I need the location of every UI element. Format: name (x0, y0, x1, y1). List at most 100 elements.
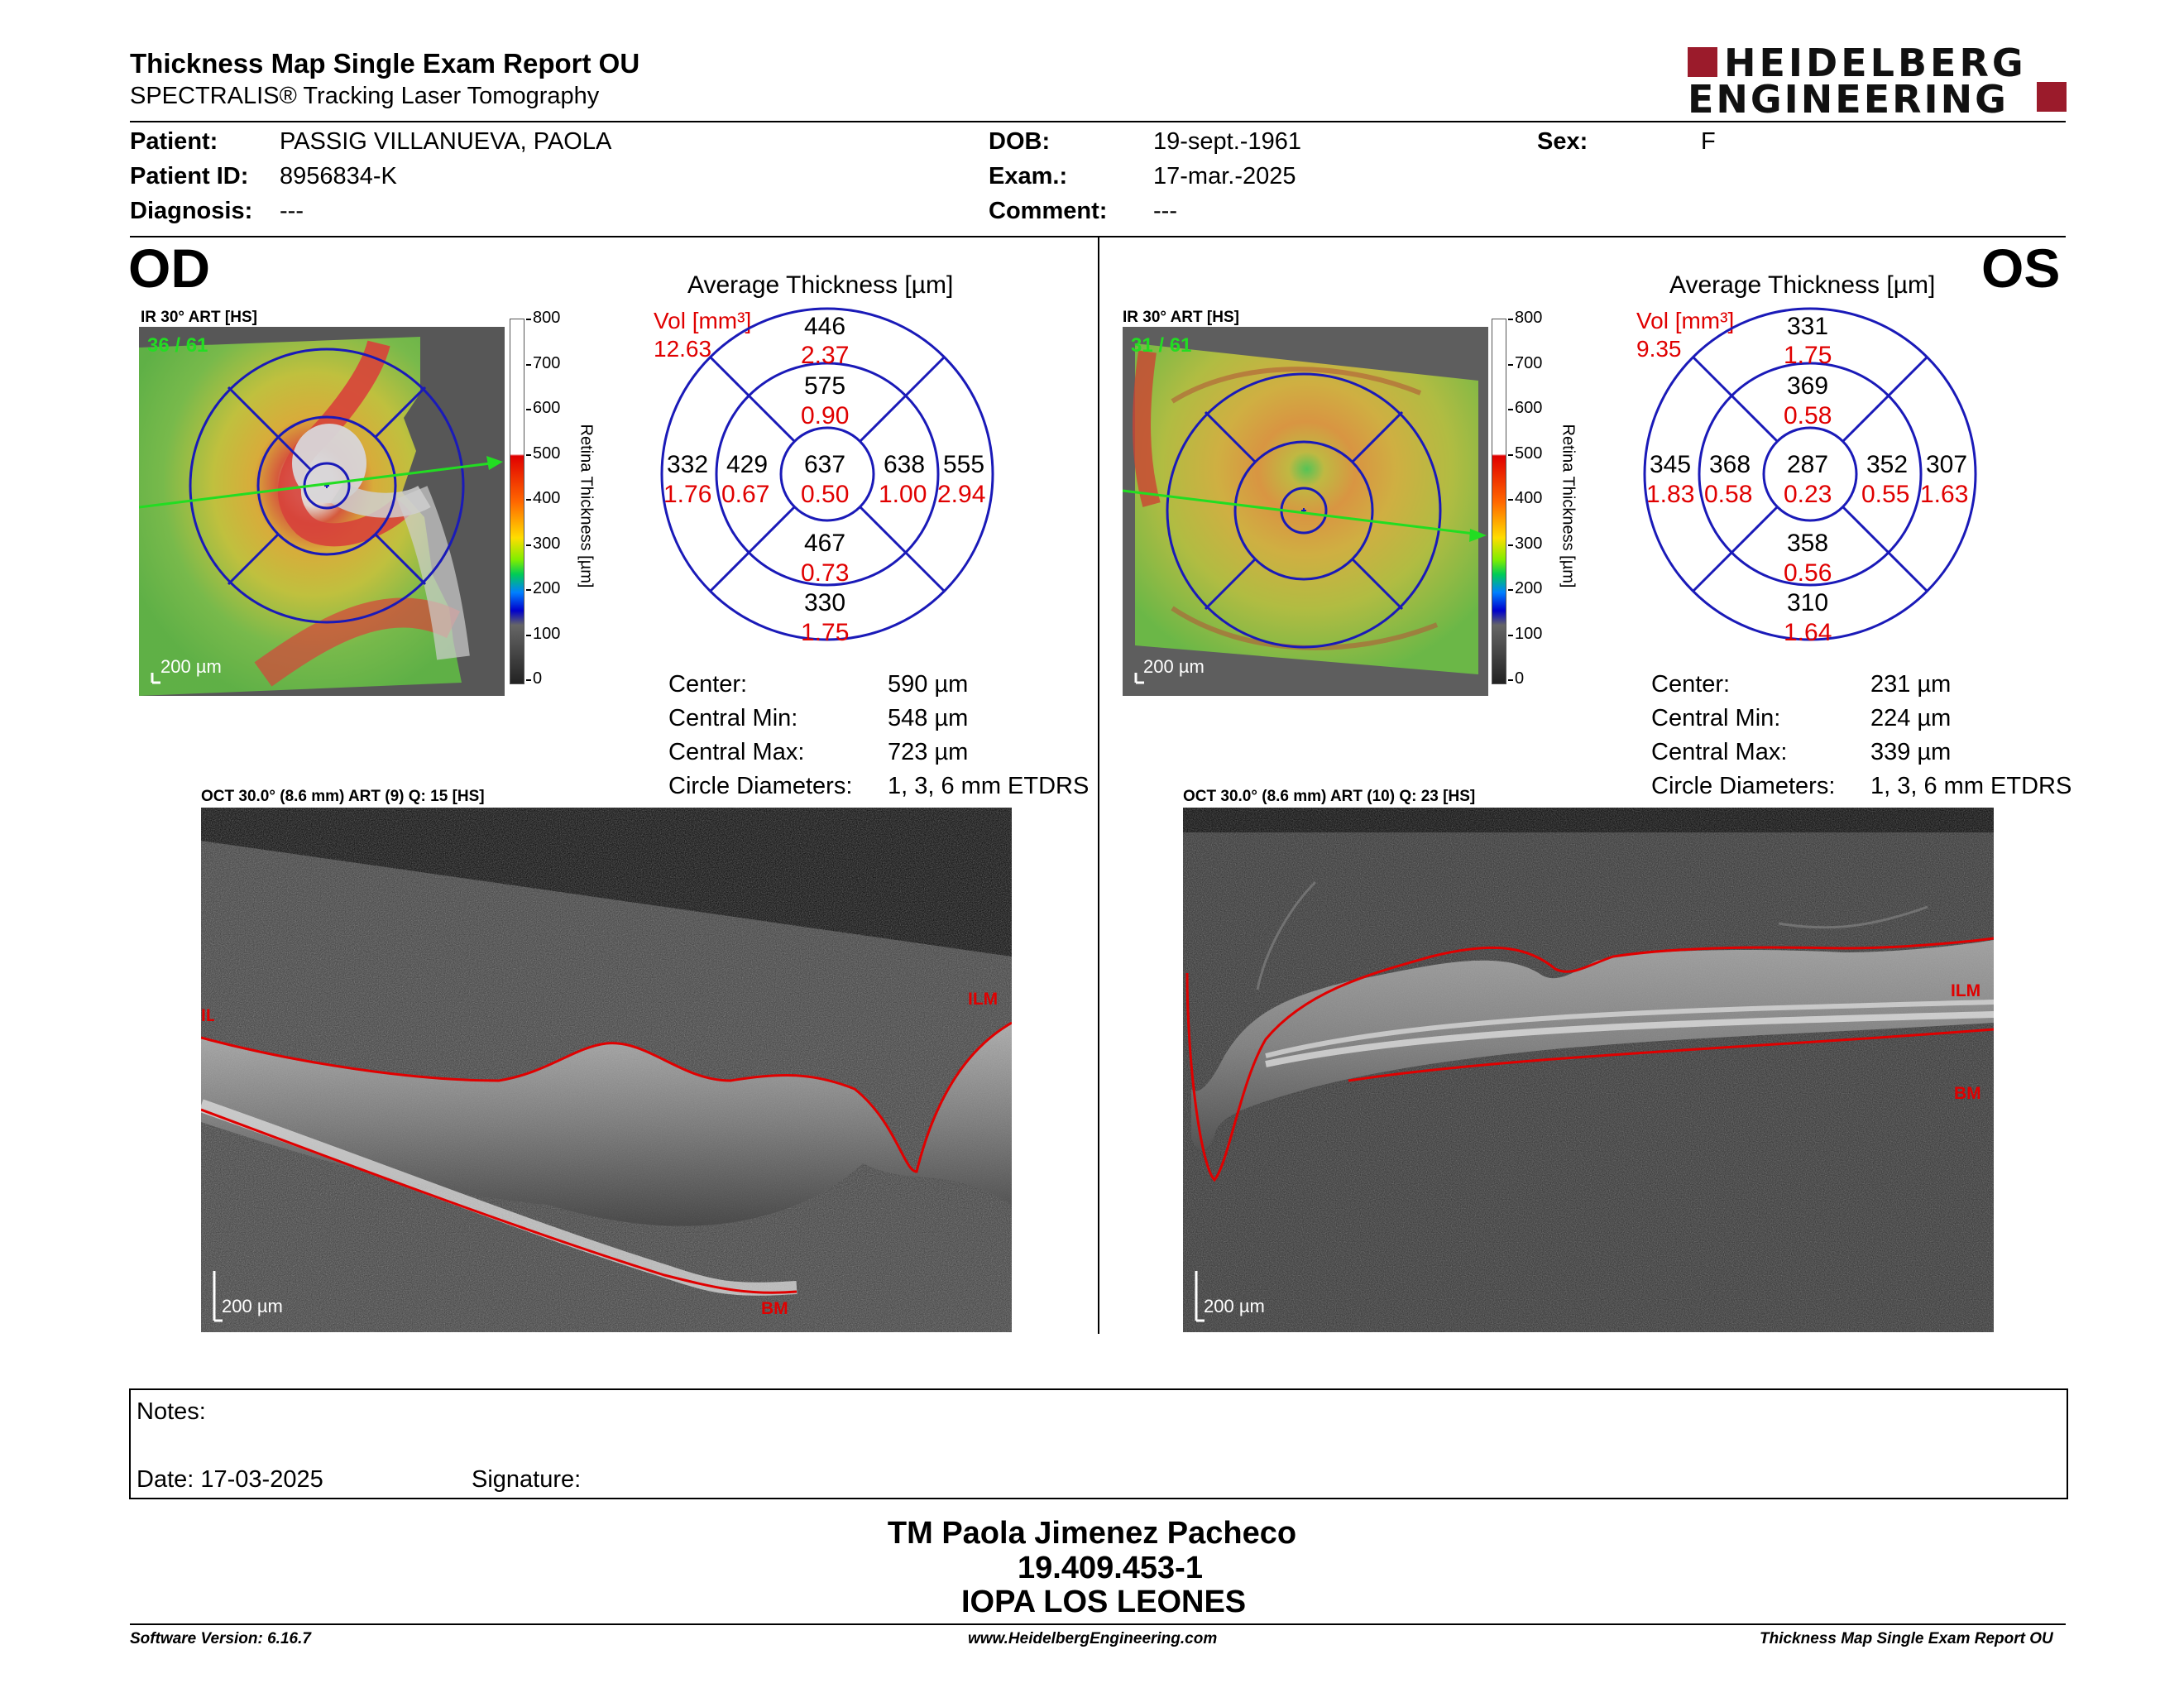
os-oct-bm: BM (1954, 1084, 1981, 1103)
od-outer-bottom-volume: 1.75 (801, 619, 850, 646)
os-stat-label: Center: (1651, 671, 1731, 698)
comment-value: --- (1153, 198, 1177, 224)
logo-text-heidelberg: HEIDELBERG (1724, 41, 2027, 85)
os-colorbar-tick: 500 (1515, 444, 1543, 463)
od-center-thickness: 637 (804, 451, 846, 478)
od-inner-bottom-volume: 0.73 (801, 559, 850, 587)
os-stat-value: 224 µm (1870, 705, 1952, 731)
signer-institution: IOPA LOS LEONES (961, 1585, 1247, 1619)
os-inner-bottom-volume: 0.56 (1784, 559, 1832, 587)
os-stat-label: Circle Diameters: (1651, 773, 1836, 799)
notes-label: Notes: (136, 1398, 206, 1425)
od-colorbar-tick: 800 (533, 309, 561, 327)
eye-label-od: OD (128, 237, 210, 299)
od-vol-value: 12.63 (654, 336, 712, 362)
od-colorbar-tick: 100 (533, 624, 561, 643)
od-stat-label: Central Min: (668, 705, 798, 731)
os-colorbar-tick: 800 (1515, 309, 1543, 327)
os-etdrs-grid (1643, 307, 1977, 641)
os-colorbar-tick-mark (1508, 453, 1513, 456)
os-outer-right-thickness: 307 (1926, 451, 1968, 478)
od-outer-top-volume: 2.37 (801, 342, 850, 369)
os-stat-value: 339 µm (1870, 739, 1952, 765)
os-ir-label: IR 30° ART [HS] (1123, 309, 1239, 326)
os-colorbar-tick-mark (1508, 634, 1513, 636)
od-outer-left-thickness: 332 (667, 451, 709, 478)
patient-id-label: Patient ID: (130, 163, 249, 189)
os-oct-bscan (1183, 808, 1994, 1332)
os-inner-left-thickness: 368 (1709, 451, 1751, 478)
od-oct-scale: 200 µm (222, 1296, 283, 1316)
os-outer-top-volume: 1.75 (1784, 342, 1832, 369)
od-stat-value: 723 µm (888, 739, 969, 765)
od-oct-bscan (201, 808, 1012, 1332)
footer-divider (130, 1623, 2066, 1625)
od-oct-ilm-right: ILM (968, 990, 999, 1009)
os-thickness-map (1123, 327, 1488, 696)
od-colorbar-tick-mark (526, 544, 531, 546)
od-colorbar-tick-mark (526, 679, 531, 681)
logo-text-engineering: ENGINEERING (1688, 77, 2009, 122)
od-stat-label: Center: (668, 671, 748, 698)
software-version: Software Version: 6.16.7 (130, 1630, 311, 1647)
eye-label-os: OS (1981, 237, 2061, 299)
od-ir-label: IR 30° ART [HS] (141, 309, 257, 326)
eye-divider (1098, 237, 1099, 1334)
report-subtitle: SPECTRALIS® Tracking Laser Tomography (130, 83, 600, 109)
heidelberg-logo: HEIDELBERG ENGINEERING (1688, 41, 2068, 122)
os-inner-right-volume: 0.55 (1861, 481, 1910, 508)
os-colorbar-tick-mark (1508, 363, 1513, 366)
od-oct-ilm-left: ILM (201, 1006, 214, 1025)
od-outer-right-volume: 2.94 (937, 481, 986, 508)
od-oct-label: OCT 30.0° (8.6 mm) ART (9) Q: 15 [HS] (201, 788, 485, 805)
os-colorbar-tick: 300 (1515, 534, 1543, 553)
od-thickness-map (139, 327, 505, 696)
od-ir-count: 36 / 61 (147, 334, 208, 357)
notes-box[interactable] (129, 1388, 2068, 1499)
os-colorbar-tick-mark (1508, 679, 1513, 681)
signer-id: 19.409.453-1 (1018, 1551, 1203, 1585)
od-outer-right-thickness: 555 (943, 451, 985, 478)
exam-label: Exam.: (989, 163, 1068, 189)
od-outer-top-thickness: 446 (804, 313, 846, 340)
od-colorbar-tick-mark (526, 499, 531, 501)
od-colorbar-tick-mark (526, 589, 531, 591)
notes-date: Date: 17-03-2025 (136, 1466, 323, 1493)
patient-id: 8956834-K (280, 163, 397, 189)
od-vol-label: Vol [mm³] (654, 308, 752, 333)
od-avg-title: Average Thickness [µm] (687, 271, 954, 299)
od-colorbar (510, 319, 524, 684)
os-colorbar-tick-mark (1508, 409, 1513, 410)
os-inner-top-volume: 0.58 (1784, 402, 1832, 429)
signer-name: TM Paola Jimenez Pacheco (887, 1516, 1297, 1551)
os-colorbar-title: Retina Thickness [µm] (1559, 424, 1578, 588)
od-colorbar-tick: 300 (533, 534, 561, 553)
os-outer-bottom-thickness: 310 (1787, 589, 1829, 616)
os-outer-left-thickness: 345 (1650, 451, 1692, 478)
od-colorbar-title: Retina Thickness [µm] (577, 424, 596, 588)
os-colorbar-tick: 600 (1515, 399, 1543, 417)
od-colorbar-tick-mark (526, 634, 531, 636)
os-colorbar-tick: 700 (1515, 353, 1543, 372)
os-ir-scale: 200 µm (1143, 656, 1205, 677)
od-colorbar-tick: 600 (533, 399, 561, 417)
os-ir-count: 31 / 61 (1131, 334, 1192, 357)
os-avg-title: Average Thickness [µm] (1669, 271, 1936, 299)
os-center-thickness: 287 (1787, 451, 1829, 478)
website-link[interactable]: www.HeidelbergEngineering.com (968, 1630, 1218, 1647)
os-stat-label: Central Min: (1651, 705, 1781, 731)
signature-label: Signature: (472, 1466, 582, 1493)
od-inner-left-thickness: 429 (726, 451, 769, 478)
os-outer-top-thickness: 331 (1787, 313, 1829, 340)
od-colorbar-tick: 500 (533, 444, 561, 463)
header-divider (130, 121, 2066, 122)
od-colorbar-tick-mark (526, 319, 531, 320)
comment-label: Comment: (989, 198, 1108, 224)
od-colorbar-tick: 700 (533, 353, 561, 372)
diagnosis-value: --- (280, 198, 304, 224)
sex-label: Sex: (1537, 128, 1588, 155)
dob-value: 19-sept.-1961 (1153, 128, 1301, 155)
od-colorbar-tick: 0 (533, 669, 543, 688)
os-oct-label: OCT 30.0° (8.6 mm) ART (10) Q: 23 [HS] (1183, 788, 1476, 805)
os-center-volume: 0.23 (1784, 481, 1832, 508)
